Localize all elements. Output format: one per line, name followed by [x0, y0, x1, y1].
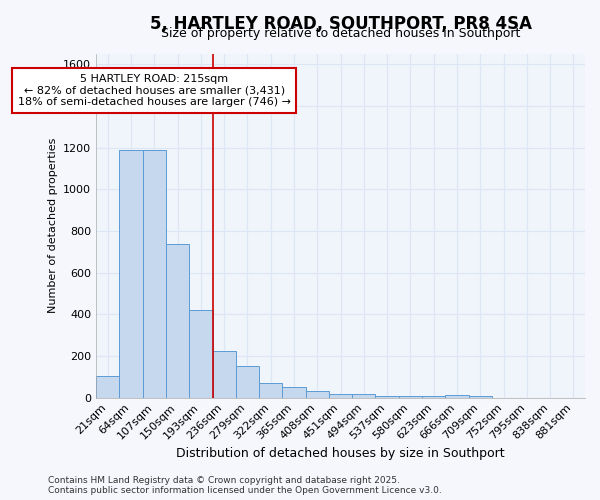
Text: Contains HM Land Registry data © Crown copyright and database right 2025.
Contai: Contains HM Land Registry data © Crown c… [48, 476, 442, 495]
X-axis label: Distribution of detached houses by size in Southport: Distribution of detached houses by size … [176, 447, 505, 460]
Bar [352, 394, 376, 398]
Bar [399, 396, 422, 398]
Bar [329, 394, 352, 398]
Bar [445, 395, 469, 398]
Bar [259, 383, 283, 398]
Title: 5, HARTLEY ROAD, SOUTHPORT, PR8 4SA: 5, HARTLEY ROAD, SOUTHPORT, PR8 4SA [149, 15, 532, 33]
Bar [212, 350, 236, 398]
Bar [376, 396, 399, 398]
Bar [283, 387, 305, 398]
Bar [236, 366, 259, 398]
Bar [469, 396, 492, 398]
Bar [189, 310, 212, 398]
Bar [119, 150, 143, 398]
Bar [422, 396, 445, 398]
Text: 5 HARTLEY ROAD: 215sqm
← 82% of detached houses are smaller (3,431)
18% of semi-: 5 HARTLEY ROAD: 215sqm ← 82% of detached… [18, 74, 291, 107]
Bar [143, 150, 166, 398]
Y-axis label: Number of detached properties: Number of detached properties [47, 138, 58, 314]
Bar [166, 244, 189, 398]
Bar [96, 376, 119, 398]
Bar [305, 392, 329, 398]
Text: Size of property relative to detached houses in Southport: Size of property relative to detached ho… [161, 28, 520, 40]
